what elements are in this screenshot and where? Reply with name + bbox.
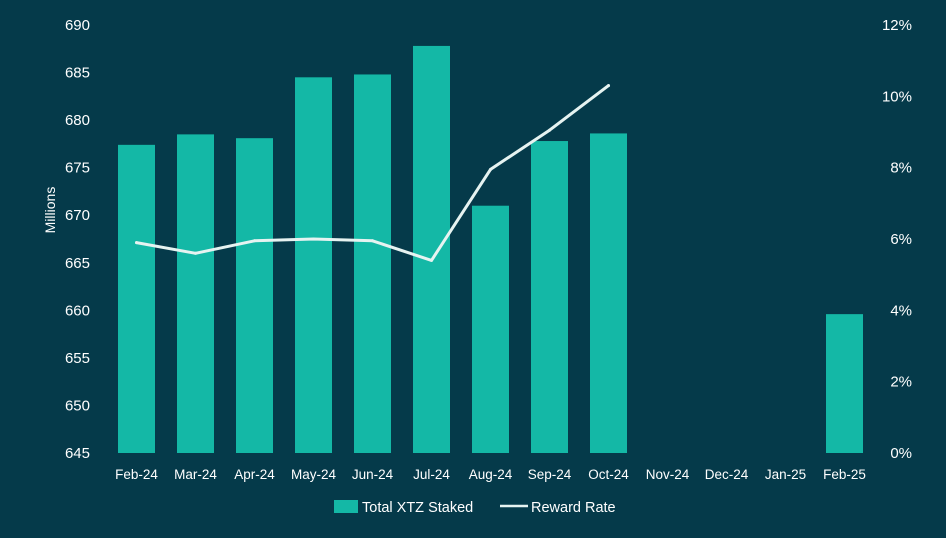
y-tick-label: 685 xyxy=(65,65,90,82)
reward-rate-point xyxy=(371,239,374,243)
y2-axis-ticks: 0% 2% 4% 6% 8% 10% 12% xyxy=(882,17,912,462)
y-tick-label: 655 xyxy=(65,350,90,367)
y-tick-label: 690 xyxy=(65,17,90,34)
reward-rate-point xyxy=(607,84,610,88)
bar-series xyxy=(118,45,863,454)
y2-tick-label: 12% xyxy=(882,17,912,34)
bar-may-24 xyxy=(295,77,332,454)
bar-jun-24 xyxy=(354,74,391,454)
y2-tick-label: 6% xyxy=(890,231,912,248)
reward-rate-point xyxy=(489,167,492,171)
bar-sep-24 xyxy=(531,141,568,453)
y-tick-label: 660 xyxy=(65,302,90,319)
x-tick-label: Dec-24 xyxy=(705,467,749,482)
line-series xyxy=(135,84,610,262)
legend: Total XTZ Staked Reward Rate xyxy=(334,500,616,516)
bar-aug-24 xyxy=(472,205,509,453)
x-axis-ticks: Feb-24 Mar-24 Apr-24 May-24 Jun-24 Jul-24 Aug-… xyxy=(115,467,866,482)
x-tick-label: Aug-24 xyxy=(469,467,513,482)
legend-label-bar: Total XTZ Staked xyxy=(362,500,473,516)
x-tick-label: Mar-24 xyxy=(174,467,217,482)
y2-tick-label: 10% xyxy=(882,88,912,105)
x-tick-label: Jan-25 xyxy=(765,467,806,482)
bar-feb-25 xyxy=(826,314,863,453)
x-tick-label: Oct-24 xyxy=(588,467,629,482)
x-tick-label: Feb-24 xyxy=(115,467,158,482)
reward-rate-point xyxy=(548,128,551,132)
reward-rate-point xyxy=(194,251,197,255)
y-tick-label: 645 xyxy=(65,445,90,462)
y-tick-label: 680 xyxy=(65,112,90,129)
y2-tick-label: 4% xyxy=(890,302,912,319)
bar-feb-24 xyxy=(118,144,155,453)
y2-tick-label: 2% xyxy=(890,374,912,391)
y-axis-title: Millions xyxy=(42,187,58,234)
bar-apr-24 xyxy=(236,138,273,453)
x-tick-label: May-24 xyxy=(291,467,337,482)
y-tick-label: 670 xyxy=(65,207,90,224)
x-tick-label: Sep-24 xyxy=(528,467,572,482)
y2-tick-label: 8% xyxy=(890,160,912,177)
y2-tick-label: 0% xyxy=(890,445,912,462)
bar-oct-24 xyxy=(590,133,627,453)
y-tick-label: 675 xyxy=(65,160,90,177)
reward-rate-point xyxy=(430,258,433,262)
reward-rate-point xyxy=(135,241,138,245)
y-tick-label: 665 xyxy=(65,255,90,272)
bar-jul-24 xyxy=(413,45,450,454)
reward-rate-point xyxy=(253,239,256,243)
legend-swatch-bar xyxy=(334,500,358,513)
y-axis-ticks: 645 650 655 660 665 670 675 680 685 690 xyxy=(65,17,90,462)
x-tick-label: Feb-25 xyxy=(823,467,866,482)
y-tick-label: 650 xyxy=(65,397,90,414)
x-tick-label: Nov-24 xyxy=(646,467,690,482)
x-tick-label: Jun-24 xyxy=(352,467,394,482)
reward-rate-point xyxy=(312,237,315,241)
legend-label-line: Reward Rate xyxy=(531,500,616,516)
bar-mar-24 xyxy=(177,134,214,453)
x-tick-label: Apr-24 xyxy=(234,467,275,482)
x-tick-label: Jul-24 xyxy=(413,467,450,482)
